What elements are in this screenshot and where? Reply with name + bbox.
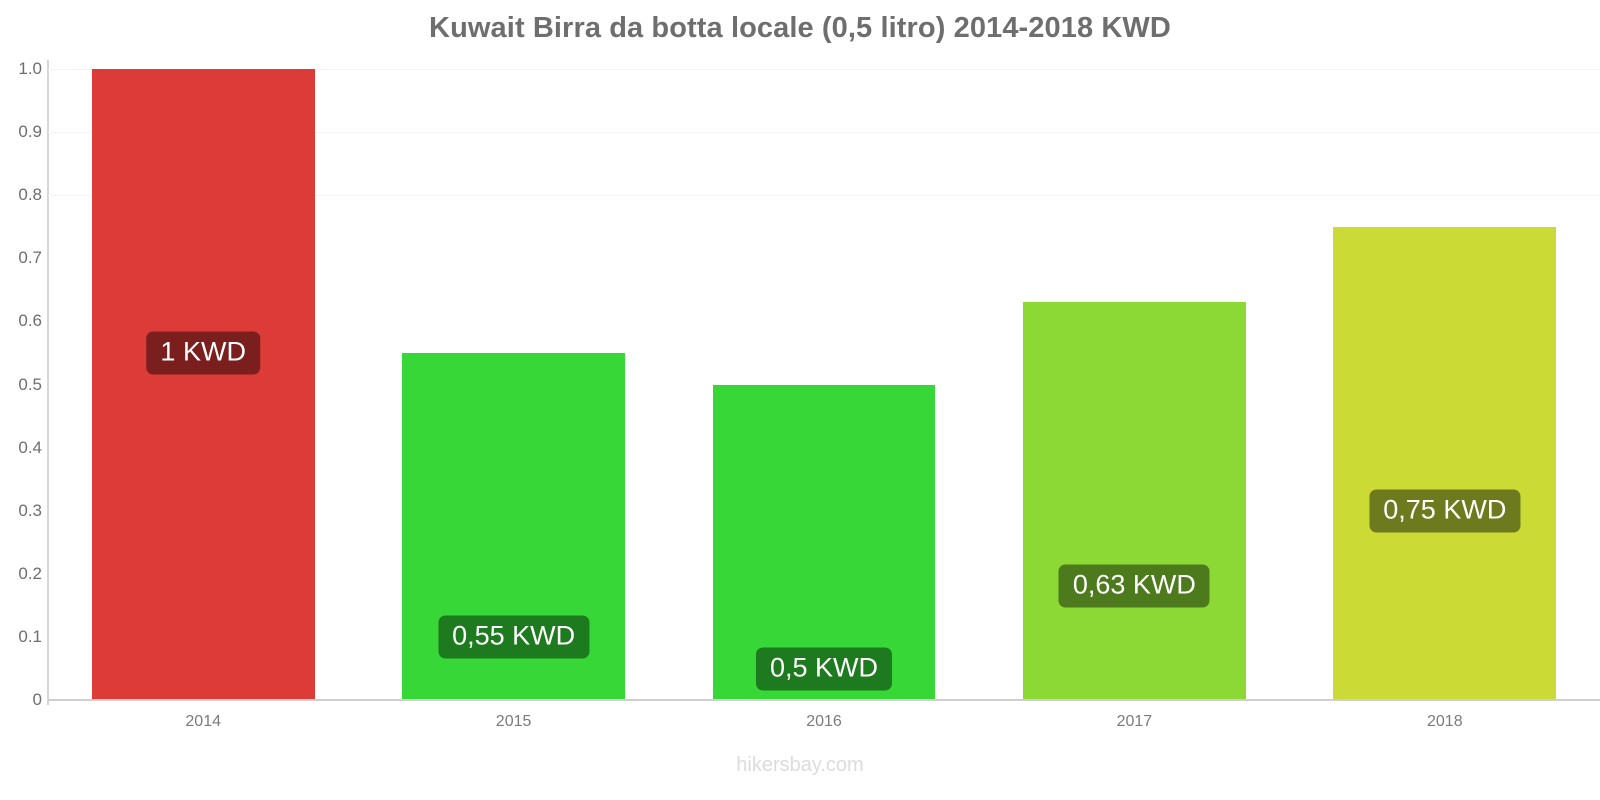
plot-area xyxy=(48,69,1600,700)
value-label-2014: 1 KWD xyxy=(146,331,260,375)
y-tick-label: 0.6 xyxy=(18,311,42,331)
y-axis-line xyxy=(47,60,49,705)
chart-title: Kuwait Birra da botta locale (0,5 litro)… xyxy=(429,12,1171,44)
y-tick-label: 0.7 xyxy=(18,248,42,268)
y-tick-label: 0 xyxy=(32,690,42,709)
bar-2018[interactable] xyxy=(1333,226,1557,700)
y-tick-label: 0.3 xyxy=(18,500,42,520)
x-tick-label-2014: 2014 xyxy=(185,713,221,730)
y-tick-label: 0.4 xyxy=(18,437,42,457)
y-tick-label: 0.1 xyxy=(18,626,42,646)
value-label-2018: 0,75 KWD xyxy=(1369,489,1521,533)
value-label-2017: 0,63 KWD xyxy=(1058,564,1210,608)
x-tick-label-2016: 2016 xyxy=(806,713,842,730)
x-tick-label-2017: 2017 xyxy=(1116,713,1153,730)
y-tick-label: 0.9 xyxy=(18,122,42,142)
y-tick-label: 0.5 xyxy=(18,374,42,394)
bar-2017[interactable] xyxy=(1022,302,1246,700)
x-axis-line xyxy=(48,699,1600,701)
x-tick-label-2018: 2018 xyxy=(1427,713,1463,730)
gridline xyxy=(48,69,1600,70)
y-tick-label: 0.2 xyxy=(18,563,42,583)
gridline xyxy=(48,195,1600,197)
y-tick-label: 0.8 xyxy=(18,185,42,205)
footer-credit: hikersbay.com xyxy=(736,754,864,776)
x-tick-label-2015: 2015 xyxy=(495,713,532,730)
value-label-2016: 0,5 KWD xyxy=(755,647,893,690)
gridline xyxy=(48,132,1600,134)
y-tick-label: 1.0 xyxy=(18,59,42,78)
value-label-2015: 0,55 KWD xyxy=(438,615,590,659)
bar-2014[interactable] xyxy=(91,69,315,700)
